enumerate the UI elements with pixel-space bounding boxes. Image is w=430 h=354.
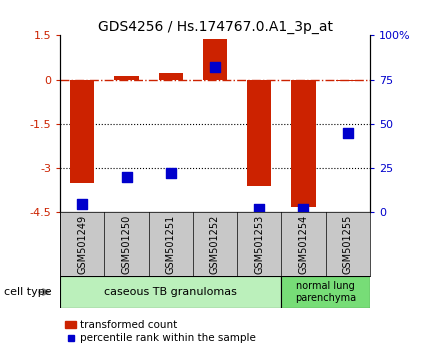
Title: GDS4256 / Hs.174767.0.A1_3p_at: GDS4256 / Hs.174767.0.A1_3p_at xyxy=(98,21,332,34)
Bar xyxy=(335,80,360,81)
Bar xyxy=(247,80,271,187)
Text: GSM501251: GSM501251 xyxy=(166,215,176,274)
Bar xyxy=(291,80,316,206)
Text: GSM501249: GSM501249 xyxy=(77,215,87,274)
Text: GSM501250: GSM501250 xyxy=(122,215,132,274)
Bar xyxy=(60,276,281,308)
Legend: transformed count, percentile rank within the sample: transformed count, percentile rank withi… xyxy=(65,320,256,343)
Text: caseous TB granulomas: caseous TB granulomas xyxy=(104,287,237,297)
Text: GSM501255: GSM501255 xyxy=(343,215,353,274)
Point xyxy=(300,206,307,212)
Point xyxy=(256,206,263,212)
Bar xyxy=(114,76,139,80)
Bar xyxy=(70,80,95,183)
Point xyxy=(79,201,86,206)
Text: GSM501253: GSM501253 xyxy=(254,215,264,274)
Point xyxy=(344,130,351,136)
Text: cell type: cell type xyxy=(4,287,52,297)
Text: normal lung
parenchyma: normal lung parenchyma xyxy=(295,281,356,303)
Text: GSM501252: GSM501252 xyxy=(210,215,220,274)
Point xyxy=(212,64,218,70)
Point xyxy=(167,171,174,176)
Text: GSM501254: GSM501254 xyxy=(298,215,308,274)
Point xyxy=(123,174,130,180)
Bar xyxy=(281,276,370,308)
Bar xyxy=(203,39,227,80)
Bar xyxy=(159,73,183,80)
